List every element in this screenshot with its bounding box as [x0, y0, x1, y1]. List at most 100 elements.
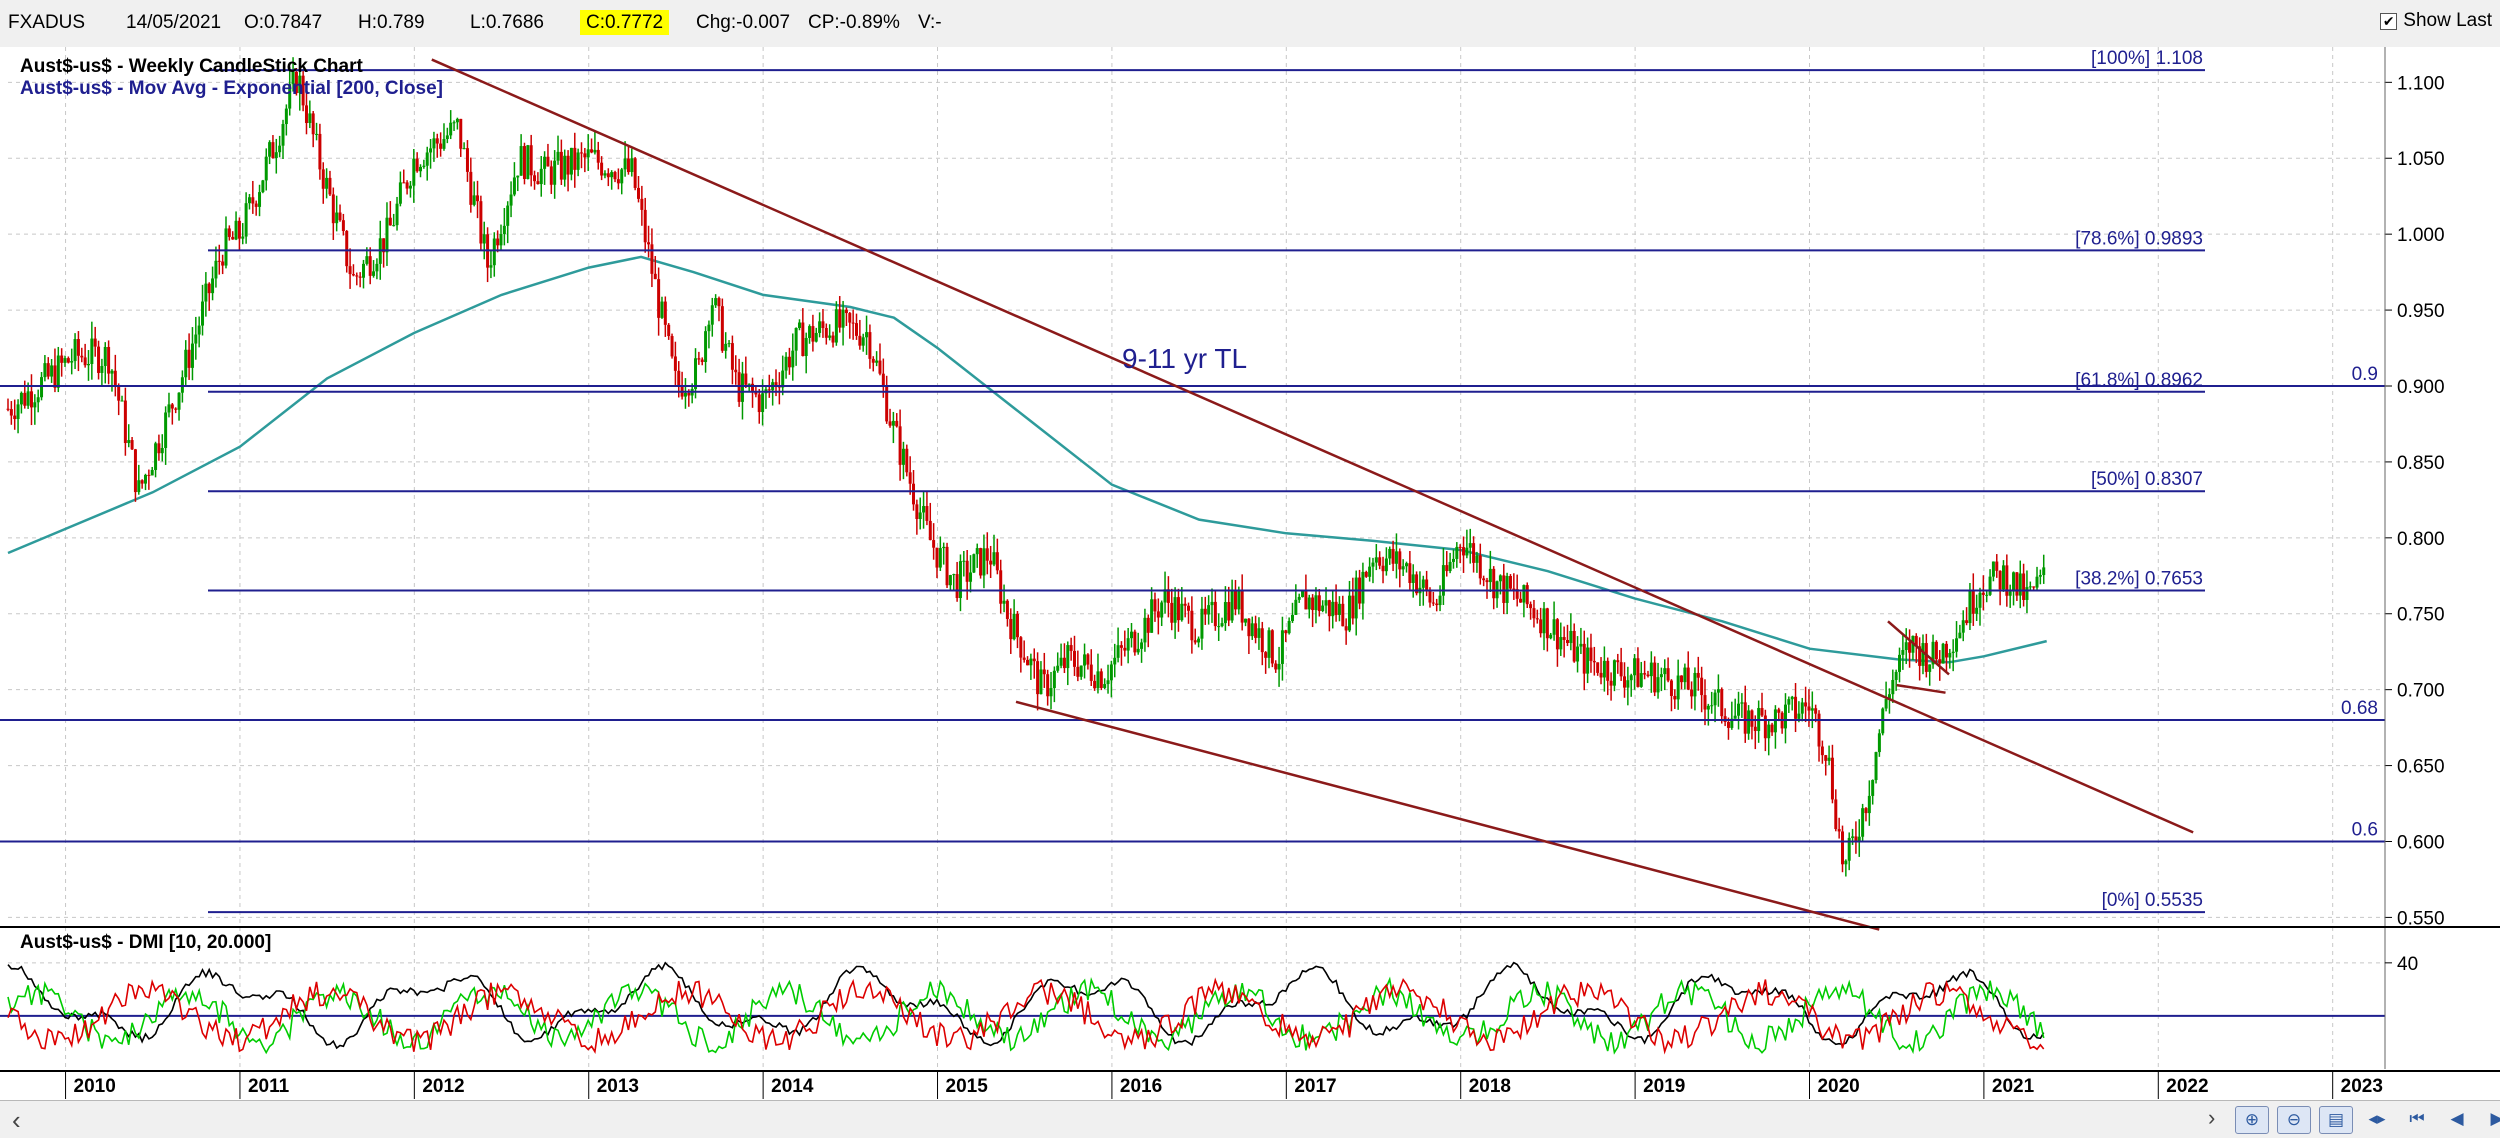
candle-body	[355, 275, 359, 277]
candle-body	[516, 175, 520, 178]
candle-body	[1378, 557, 1382, 566]
candle-body	[1753, 726, 1757, 732]
zoom-in-icon[interactable]: ⊕	[2235, 1106, 2269, 1134]
candle-body	[958, 561, 962, 599]
candle-body	[365, 256, 369, 264]
candle-body	[9, 409, 13, 416]
candle-body	[476, 195, 480, 202]
candle-body	[33, 402, 37, 408]
y-tick-label: 0.600	[2397, 832, 2445, 853]
checkbox-check-icon[interactable]: ✔	[2380, 12, 2398, 30]
chart-canvas[interactable]: [100%] 1.108 [78.6%] 0.9893 [61.8%] 0.8962…	[0, 47, 2500, 1100]
candle-body	[1240, 590, 1244, 623]
candle-body	[278, 145, 282, 153]
candle-body	[1743, 702, 1747, 734]
candle-body	[1462, 547, 1466, 556]
candle-body	[83, 357, 87, 366]
candle-body	[1539, 619, 1543, 634]
candle-body	[1532, 608, 1536, 619]
scroll-forward-icon[interactable]: ▶	[2490, 1109, 2500, 1128]
candle-body	[496, 238, 500, 246]
candle-body	[747, 383, 751, 385]
candle-body	[452, 122, 456, 124]
candle-body	[1029, 658, 1033, 666]
zoom-out-icon[interactable]: ⊖	[2277, 1106, 2311, 1134]
candle-body	[1250, 623, 1254, 637]
candle-body	[120, 400, 124, 402]
candle-body	[1327, 600, 1331, 617]
candle-body	[915, 504, 919, 519]
candle-body	[1582, 643, 1586, 674]
candle-body	[1975, 607, 1979, 614]
candle-body	[184, 349, 188, 378]
candle-body	[1059, 657, 1063, 666]
candle-body	[586, 149, 590, 158]
candle-body	[945, 546, 949, 586]
scroll-right-icon[interactable]: ›	[2208, 1105, 2216, 1130]
candle-body	[667, 324, 671, 337]
candle-body	[593, 149, 597, 153]
first-bar-icon[interactable]: ⏮	[2409, 1109, 2425, 1128]
candle-body	[1783, 704, 1787, 729]
candle-body	[130, 440, 134, 450]
candle-body	[1760, 708, 1764, 716]
candle-body	[1160, 602, 1164, 618]
candle-body	[948, 575, 952, 586]
candle-body	[2042, 567, 2046, 576]
candle-body	[509, 194, 513, 206]
candle-body	[1217, 626, 1221, 628]
trendline	[1887, 620, 1950, 676]
candle-body	[157, 443, 161, 454]
candle-body	[1143, 617, 1147, 643]
candle-body	[1411, 574, 1415, 583]
chart-settings-icon[interactable]: ▤	[2319, 1106, 2353, 1134]
candle-body	[1351, 595, 1355, 619]
candle-body	[1586, 647, 1590, 674]
x-tick-label: 2018	[1469, 1076, 1511, 1097]
candle-body	[1076, 666, 1080, 677]
show-last-checkbox[interactable]: ✔ Show Last	[2380, 10, 2492, 32]
candle-body	[1864, 808, 1868, 814]
candle-body	[1633, 658, 1637, 676]
candle-body	[1046, 674, 1050, 697]
candle-body	[1592, 660, 1596, 663]
candle-body	[804, 337, 808, 357]
candle-body	[445, 135, 449, 140]
scroll-back-icon[interactable]: ◀	[2450, 1109, 2464, 1128]
candle-body	[1710, 705, 1714, 707]
candle-body	[412, 158, 416, 186]
candle-body	[1371, 562, 1375, 567]
candle-body	[361, 263, 365, 278]
candle-body	[1213, 601, 1217, 627]
candle-body	[1837, 829, 1841, 832]
candle-body	[1700, 677, 1704, 696]
candle-body	[1961, 620, 1965, 633]
candle-body	[1032, 658, 1036, 662]
candle-body	[549, 166, 553, 185]
candle-body	[603, 173, 607, 176]
candle-body	[965, 560, 969, 582]
candle-body	[616, 179, 620, 184]
scroll-bar[interactable]: ‹ › ⊕ ⊖ ▤ ◂▸ ⏮ ◀ ▶	[0, 1100, 2500, 1138]
candle-body	[1103, 684, 1107, 688]
candle-body	[935, 547, 939, 568]
candle-body	[227, 228, 231, 237]
scroll-left-icon[interactable]: ‹	[12, 1105, 21, 1135]
candle-body	[1354, 577, 1358, 619]
candle-body	[2038, 575, 2042, 577]
candle-body	[1089, 664, 1093, 681]
candle-body	[408, 185, 412, 189]
candle-body	[388, 217, 392, 226]
candle-body	[885, 386, 889, 422]
candle-body	[1680, 675, 1684, 683]
candle-body	[1133, 631, 1137, 653]
y-tick-label: 0.800	[2397, 529, 2445, 550]
candle-body	[1364, 571, 1368, 577]
zoom-fit-icon[interactable]: ◂▸	[2368, 1109, 2386, 1128]
candle-body	[2035, 576, 2039, 588]
candle-body	[1857, 836, 1861, 842]
candle-body	[425, 152, 429, 166]
candle-body	[1405, 563, 1409, 567]
candle-body	[1874, 752, 1878, 781]
candle-body	[1589, 647, 1593, 661]
